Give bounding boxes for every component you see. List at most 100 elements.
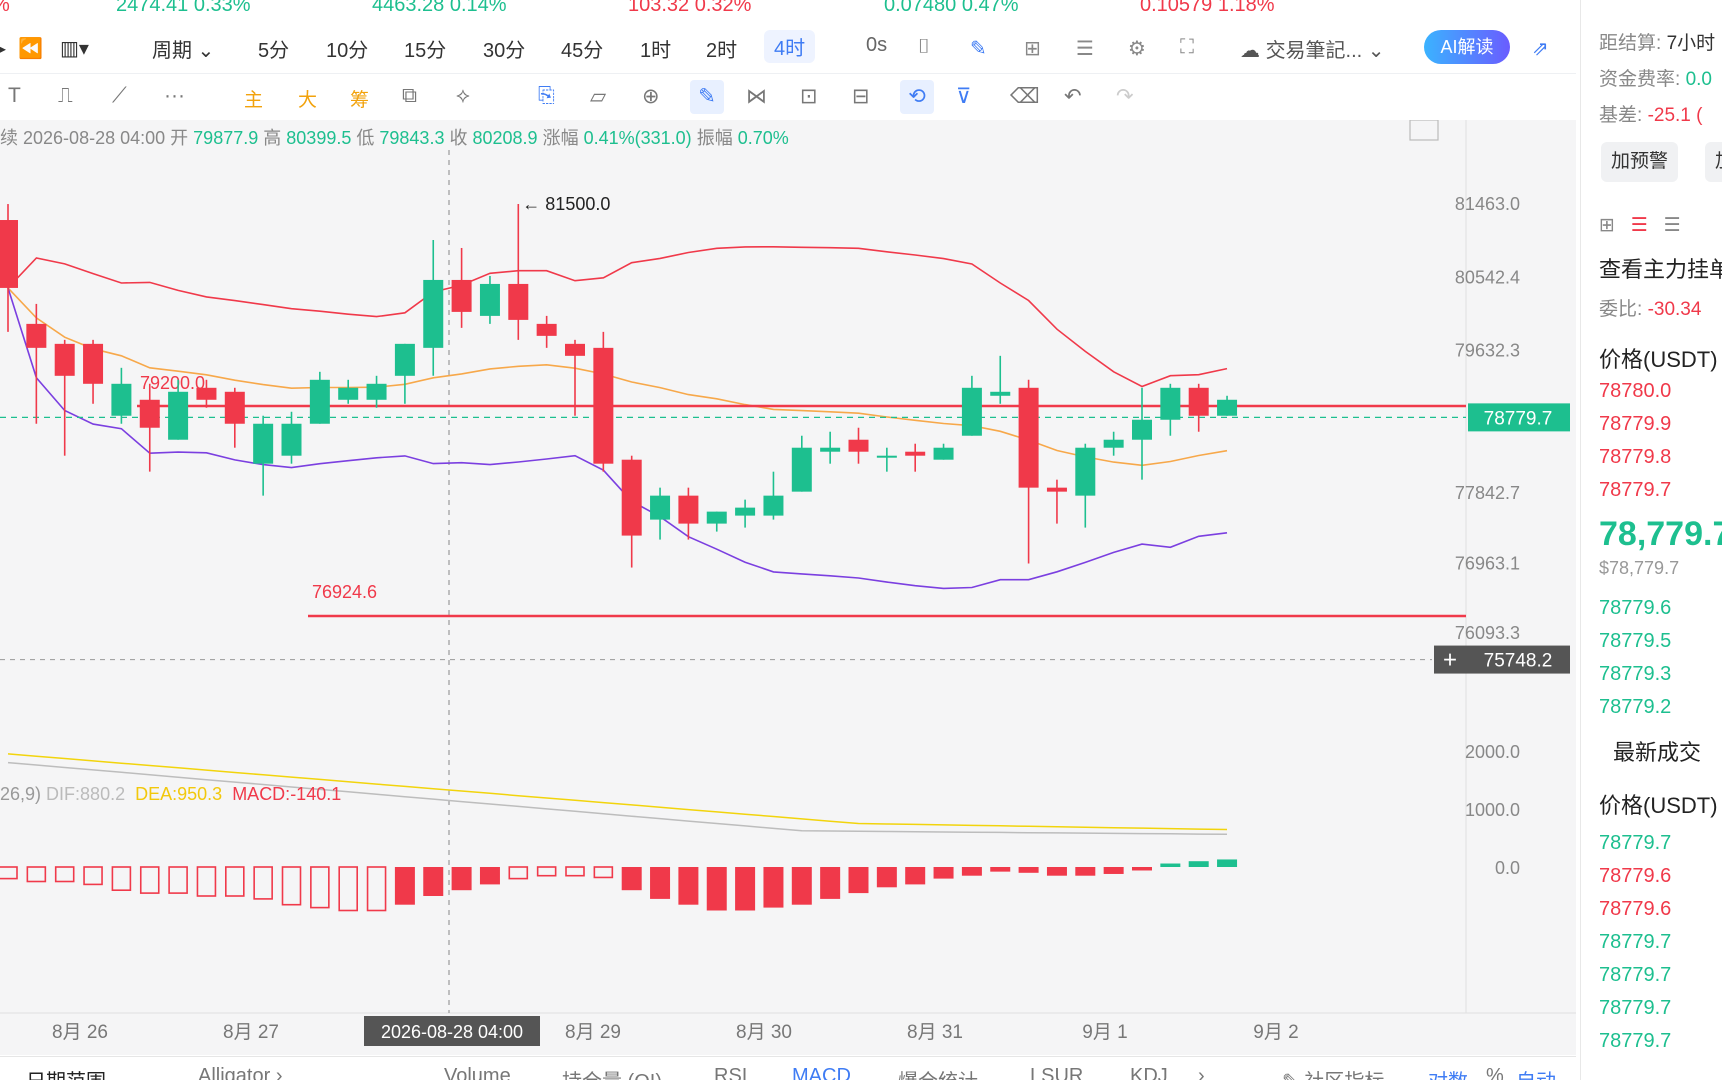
fullscreen-icon[interactable]: ⛶ xyxy=(1180,36,1194,58)
macd-bar xyxy=(196,866,217,897)
date-range-dropdown[interactable]: 日期范围 ⌄ xyxy=(26,1065,128,1080)
ask-price[interactable]: 78779.7 xyxy=(1599,479,1672,501)
macd-bar xyxy=(933,867,954,879)
chip-toggle[interactable]: 筹 xyxy=(350,90,370,111)
order-ratio: 委比: -30.34 xyxy=(1599,299,1702,320)
interval-30m[interactable]: 30分 xyxy=(483,40,526,62)
chart-canvas[interactable]: 79200.0 76924.6 ← 81500.0 81463.0 80542.4 7… xyxy=(0,120,1576,1055)
ticker-item-3[interactable]: 103.32 0.32% xyxy=(628,0,752,16)
trade-row[interactable]: 78779.7 xyxy=(1599,1030,1672,1052)
tab-rsi[interactable]: RSI xyxy=(714,1065,748,1080)
candle-body xyxy=(196,387,217,400)
tabs-more-icon[interactable]: › xyxy=(1198,1065,1205,1080)
measure-icon[interactable]: ⟡ xyxy=(456,84,470,107)
latest-trades-tab[interactable]: 最新成交 xyxy=(1613,740,1702,765)
bid-price[interactable]: 78779.3 xyxy=(1599,663,1672,685)
trade-row[interactable]: 78779.6 xyxy=(1599,865,1672,887)
zoom-icon[interactable]: ⊕ xyxy=(642,85,660,108)
macd-axis-label: 2000.0 xyxy=(1465,742,1520,762)
compare-icon[interactable]: ⧉ xyxy=(402,84,417,107)
trade-row[interactable]: 78779.6 xyxy=(1599,898,1672,920)
tab-oi[interactable]: 持仓量 (OI) xyxy=(562,1065,662,1080)
interval-1h[interactable]: 1时 xyxy=(640,40,672,62)
ticker-item-2[interactable]: 4463.28 0.14% xyxy=(372,0,507,16)
orderbook-view-icon[interactable]: ☰ xyxy=(1630,215,1648,236)
macd-bar xyxy=(423,867,444,896)
lock-icon[interactable]: ⊡ xyxy=(800,85,818,108)
candle-body xyxy=(479,283,500,316)
trade-notes-dropdown[interactable]: ☁ 交易筆記... ⌄ xyxy=(1240,40,1385,62)
camera-icon[interactable]: ⌷ xyxy=(918,36,930,58)
delete-icon[interactable]: ⌫ xyxy=(1010,85,1040,108)
ask-price[interactable]: 78779.9 xyxy=(1599,413,1672,435)
panel-tool-icons[interactable]: ⊞ ☰ ☰ xyxy=(1599,214,1681,237)
tab-lsur[interactable]: LSUR xyxy=(1030,1065,1084,1080)
macd-bar xyxy=(1075,867,1096,876)
percent-toggle[interactable]: % xyxy=(1486,1065,1504,1080)
interval-15m[interactable]: 15分 xyxy=(404,40,447,62)
macd-bar xyxy=(621,867,642,891)
bookmark-icon[interactable]: ⎘ xyxy=(538,84,555,107)
ruler-icon[interactable]: ▱ xyxy=(590,85,607,108)
macd-bar xyxy=(961,867,982,876)
main-orders-link[interactable]: 查看主力挂单 xyxy=(1599,257,1722,282)
list-icon[interactable]: ☰ xyxy=(1076,38,1094,60)
ticker-item-4[interactable]: 0.07480 0.47% xyxy=(884,0,1019,16)
filter-icon[interactable]: ⊽ xyxy=(956,85,972,108)
tab-liquidation[interactable]: 爆仓统计 xyxy=(898,1065,978,1080)
undo-icon[interactable]: ↶ xyxy=(1064,85,1082,108)
trade-row[interactable]: 78779.7 xyxy=(1599,997,1672,1019)
replay-icon[interactable]: ⏪ xyxy=(18,38,43,60)
interval-5m[interactable]: 5分 xyxy=(258,40,290,62)
macd-bar xyxy=(1132,867,1152,871)
sync-icon[interactable]: ⟲ xyxy=(900,80,934,114)
big-order-toggle[interactable]: 大 xyxy=(298,90,318,111)
tab-kdj[interactable]: KDJ xyxy=(1130,1065,1168,1080)
share-icon[interactable]: ⇗ xyxy=(1532,38,1549,60)
auto-scale-toggle[interactable]: 自动 xyxy=(1516,1065,1556,1080)
redo-icon[interactable]: ↷ xyxy=(1116,85,1134,108)
interval-2h[interactable]: 2时 xyxy=(706,40,738,62)
candle-body xyxy=(990,391,1011,396)
macd-dif-line xyxy=(7,761,1228,836)
more-tools-icon[interactable]: ··· xyxy=(164,84,185,107)
alligator-tab[interactable]: Alligator › xyxy=(198,1065,283,1080)
line-tool-icon[interactable]: ⟋ xyxy=(112,84,127,107)
settings-icon[interactable]: ⚙ xyxy=(1128,38,1146,60)
candle-body xyxy=(706,511,727,524)
add-icon[interactable]: ⊞ xyxy=(1599,215,1615,236)
bid-price[interactable]: 78779.2 xyxy=(1599,696,1672,718)
add-button[interactable]: 加 xyxy=(1705,142,1722,182)
interval-10m[interactable]: 10分 xyxy=(326,40,369,62)
ai-interpret-button[interactable]: AI解读 xyxy=(1424,30,1510,64)
draw-mode-icon[interactable]: ✎ xyxy=(690,80,724,114)
bid-price[interactable]: 78779.5 xyxy=(1599,630,1672,652)
ticker-item-5[interactable]: 0.10579 1.18% xyxy=(1140,0,1275,16)
trade-row[interactable]: 78779.7 xyxy=(1599,964,1672,986)
tab-macd[interactable]: MACD xyxy=(792,1065,851,1080)
main-indicator-toggle[interactable]: 主 xyxy=(244,90,264,111)
text-tool-icon[interactable]: T xyxy=(8,84,21,107)
ask-price[interactable]: 78780.0 xyxy=(1599,380,1672,402)
bid-price[interactable]: 78779.6 xyxy=(1599,597,1672,619)
candle-type-icon[interactable]: ▥▾ xyxy=(60,38,89,60)
interval-4h[interactable]: 4时 xyxy=(764,30,816,63)
magnet-icon[interactable]: ⋈ xyxy=(746,85,767,108)
orderbook-alt-icon[interactable]: ☰ xyxy=(1663,215,1681,236)
add-window-icon[interactable]: ⊞ xyxy=(1024,38,1041,60)
expand-icon[interactable]: ▸ xyxy=(0,38,7,60)
ask-price[interactable]: 78779.8 xyxy=(1599,446,1672,468)
add-alert-button[interactable]: 加预警 xyxy=(1601,142,1679,182)
crosshair-price-label: 75748.2 xyxy=(1484,651,1553,672)
period-dropdown[interactable]: 周期 ⌄ xyxy=(152,40,215,62)
community-indicators[interactable]: ✎ 社区指标 xyxy=(1282,1065,1384,1080)
tab-volume[interactable]: Volume xyxy=(444,1065,511,1080)
hide-icon[interactable]: ⊟ xyxy=(852,85,870,108)
ruler-tool-icon[interactable]: ⎍ xyxy=(58,84,73,107)
log-scale-toggle[interactable]: 对数 xyxy=(1428,1065,1468,1080)
trade-row[interactable]: 78779.7 xyxy=(1599,832,1672,854)
interval-45m[interactable]: 45分 xyxy=(561,40,604,62)
ticker-item-1[interactable]: 2474.41 0.33% xyxy=(116,0,251,16)
trade-row[interactable]: 78779.7 xyxy=(1599,931,1672,953)
pen-icon[interactable]: ✎ xyxy=(970,38,987,60)
